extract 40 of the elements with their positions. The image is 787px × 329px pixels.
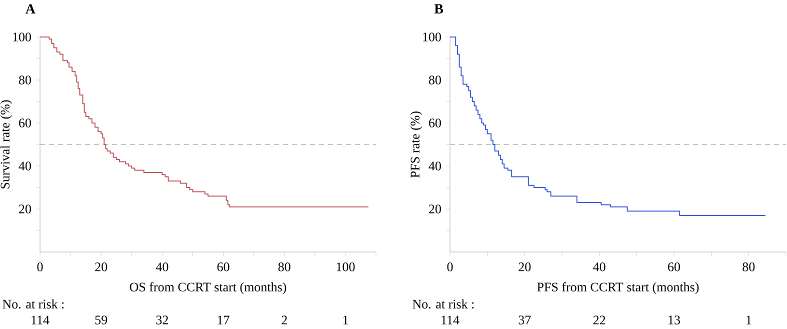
y-tick-label: 100 bbox=[13, 32, 31, 42]
x-tick-label: 20 bbox=[518, 262, 531, 272]
text: 1 bbox=[343, 316, 348, 324]
y-tick-label: 80 bbox=[428, 76, 441, 84]
y-tick-label: 60 bbox=[429, 118, 441, 128]
x-tick-label: 100 bbox=[336, 262, 355, 272]
text: 114 bbox=[32, 316, 50, 324]
text: 13 bbox=[668, 316, 680, 324]
y-axis-title: PFS rate (%) bbox=[410, 111, 422, 178]
x-tick-label: 80 bbox=[278, 262, 290, 272]
text: 22 bbox=[593, 316, 606, 324]
x-tick-label: 40 bbox=[156, 262, 168, 272]
chart-title: B bbox=[434, 4, 444, 14]
y-tick-label: 60 bbox=[19, 118, 31, 128]
x-tick-label: 40 bbox=[593, 262, 606, 272]
text: 114 bbox=[442, 316, 460, 324]
x-tick-label: 0 bbox=[447, 262, 453, 272]
x-tick-label: 0 bbox=[37, 262, 43, 272]
x-tick-label: 20 bbox=[95, 262, 108, 272]
text: 32 bbox=[156, 316, 168, 324]
text: No. at risk : bbox=[2, 299, 64, 309]
chart-title: A bbox=[26, 4, 36, 14]
y-axis-title: Survival rate (%) bbox=[0, 100, 12, 188]
x-axis-title: PFS from CCRT start (months) bbox=[537, 282, 699, 294]
y-tick-label: 40 bbox=[18, 162, 31, 170]
y-tick-label: 80 bbox=[18, 76, 31, 84]
text: 17 bbox=[218, 316, 230, 324]
x-tick-label: 80 bbox=[742, 262, 755, 272]
x-tick-label: 60 bbox=[217, 262, 230, 272]
text: 59 bbox=[95, 316, 108, 324]
text: 2 bbox=[282, 316, 287, 324]
y-tick-label: 20 bbox=[19, 204, 31, 214]
y-tick-label: 100 bbox=[423, 32, 441, 42]
y-tick-label: 40 bbox=[428, 162, 441, 170]
text: No. at risk : bbox=[412, 299, 474, 309]
text: 1 bbox=[746, 316, 752, 324]
text: 37 bbox=[518, 316, 531, 324]
y-tick-label: 20 bbox=[429, 204, 441, 214]
x-tick-label: 60 bbox=[668, 262, 680, 272]
x-axis-title: OS from CCRT start (months) bbox=[130, 282, 286, 294]
